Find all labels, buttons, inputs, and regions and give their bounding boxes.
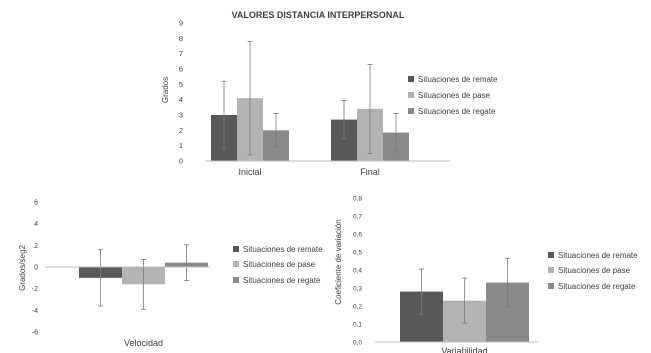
error-bar [367,64,373,154]
y-tick-label: 0,6 [353,232,362,239]
y-tick-label: 7 [179,49,183,58]
chart-distance-grados: 0 1 2 3 4 5 6 7 8 9 Grados Inicial Final Situaciones … [161,19,498,178]
y-tick-label: 0,4 [353,268,362,275]
chart-velocidad: -6 -4 -2 0 2 4 6 Grados/seg2 Velocidad Situacione… [18,200,323,349]
error-bar [505,257,510,308]
legend-label: Situaciones de regate [243,276,321,285]
figure-title: VALORES DISTANCIA INTERPERSONAL [232,10,405,20]
y-tick-label: 8 [179,34,183,43]
y-tick-label: 3 [179,111,183,120]
y-tick-label: 4 [179,95,183,104]
legend-label: Situaciones de pase [243,260,316,269]
y-tick-label: 6 [34,200,38,207]
y-tick-label: 0,3 [353,286,362,293]
error-bar [184,244,189,281]
error-bar [221,80,227,150]
error-bar [141,259,146,310]
legend-swatch [408,76,414,82]
y-tick-label: 1 [179,141,183,150]
y-tick-label: 0,1 [353,322,362,329]
legend-swatch [233,261,239,267]
legend-swatch [408,92,414,98]
error-bar [273,113,279,148]
error-bar [462,277,467,324]
y-axis-label: Grados [161,77,170,103]
y-tick-label: 0,0 [353,340,362,347]
y-tick-label: 0,7 [353,214,362,221]
y-axis-label: Coeficiente de variación [334,219,343,304]
legend-swatch [548,252,554,258]
error-bar [247,41,253,156]
y-tick-label: 2 [179,126,183,135]
legend-label: Situaciones de pase [418,91,491,100]
legend-label: Situaciones de remate [243,245,323,254]
y-tick-label: -6 [32,330,38,337]
y-tick-label: -4 [32,308,38,315]
y-tick-label: -2 [32,286,38,293]
category-label: Variabilidad [441,346,487,353]
legend-label: Situaciones de regate [418,107,496,116]
y-tick-label: 0 [34,265,38,272]
y-tick-label: 4 [34,221,38,228]
legend-label: Situaciones de regate [558,282,636,291]
legend-swatch [408,108,414,114]
y-tick-label: 0,5 [353,250,362,257]
legend-swatch [233,246,239,252]
error-bar [393,113,399,153]
y-tick-label: 5 [179,80,183,89]
y-axis-label: Grados/seg2 [18,245,27,291]
y-tick-label: 6 [179,65,183,74]
chart-variabilidad: 0,0 0,1 0,2 0,3 0,4 0,5 0,6 0,7 0,8 Coeficiente d… [334,196,638,353]
legend-swatch [548,267,554,273]
legend-swatch [548,283,554,289]
y-tick-label: 0,2 [353,304,362,311]
y-tick-label: 9 [179,19,183,28]
category-label: Final [360,167,380,177]
legend-label: Situaciones de pase [558,266,631,275]
legend-swatch [233,277,239,283]
error-bar [419,268,424,315]
category-label: Inicial [238,167,261,177]
error-bar [341,100,347,140]
error-bar [98,249,103,307]
y-tick-label: 0,8 [353,196,362,203]
legend-label: Situaciones de remate [418,75,498,84]
y-tick-label: 0 [179,157,183,166]
y-tick-label: 2 [34,243,38,250]
legend-label: Situaciones de remate [558,251,638,260]
category-label: Velocidad [124,338,163,348]
